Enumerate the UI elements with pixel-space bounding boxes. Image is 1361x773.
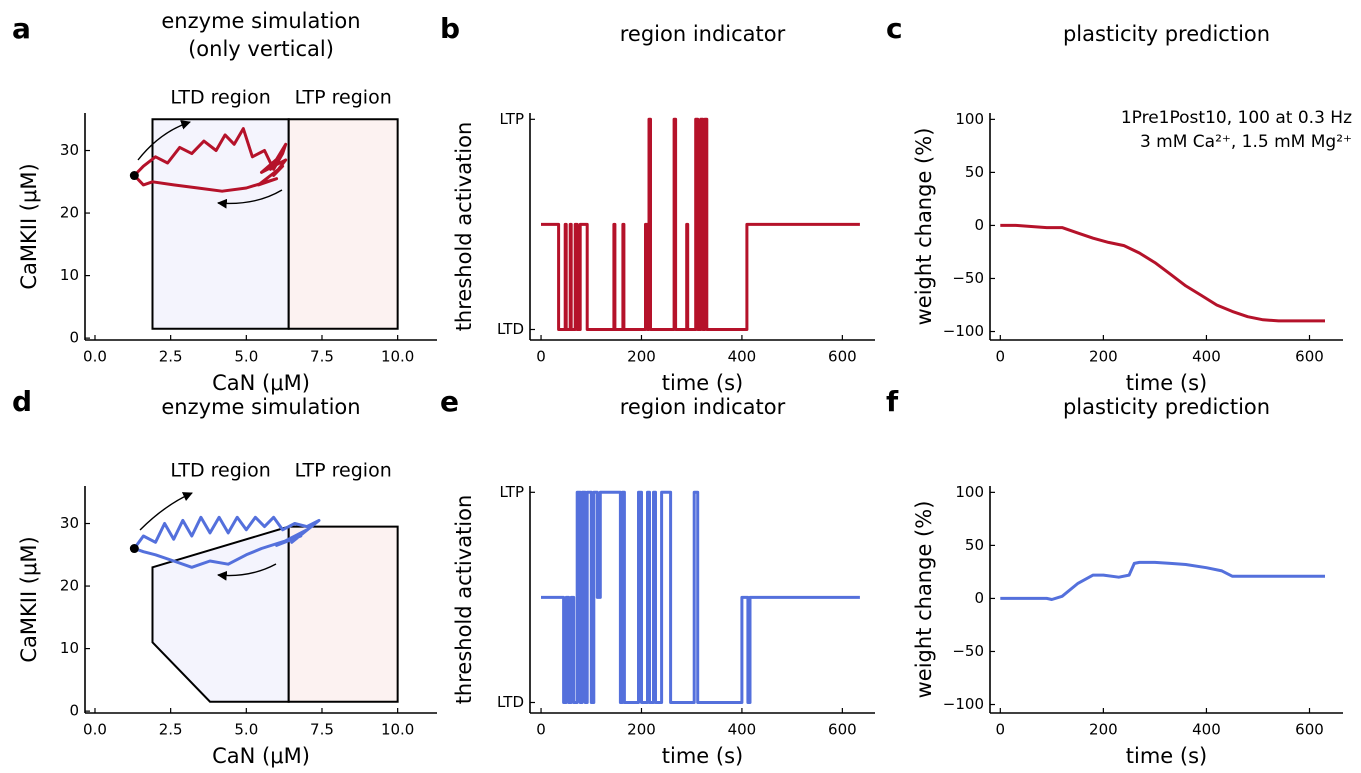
annotation: 1Pre1Post10, 100 at 0.3 Hz <box>1121 108 1352 128</box>
data-line <box>133 515 321 569</box>
x-axis-label: time (s) <box>1126 371 1207 395</box>
x-tick-label: 0.0 <box>83 348 107 366</box>
start-point <box>129 544 139 554</box>
y-tick-label: 50 <box>965 536 984 554</box>
y-tick-label: 20 <box>60 577 79 595</box>
x-tick-label: 0 <box>996 721 1006 739</box>
panel-label: d <box>12 385 32 418</box>
region <box>287 118 399 330</box>
y-tick-label: −100 <box>943 695 984 713</box>
x-tick-label: 7.5 <box>310 348 334 366</box>
y-tick-label: LTD <box>497 320 524 338</box>
region-label: LTP region <box>295 460 392 482</box>
x-tick-label: 200 <box>627 721 656 739</box>
arrow <box>137 120 191 161</box>
data-line <box>133 127 288 193</box>
x-tick-label: 600 <box>828 721 857 739</box>
chart-title: plasticity prediction <box>1063 395 1270 419</box>
x-tick-label: 2.5 <box>159 348 183 366</box>
x-tick-label: 200 <box>627 348 656 366</box>
x-tick-label: 7.5 <box>310 721 334 739</box>
x-tick-label: 400 <box>728 348 757 366</box>
x-tick-label: 0.0 <box>83 721 107 739</box>
x-tick-label: 200 <box>1089 348 1118 366</box>
x-axis-label: time (s) <box>662 744 743 768</box>
data-line <box>1000 560 1325 601</box>
arrow <box>139 492 193 531</box>
x-tick-label: 5.0 <box>234 348 258 366</box>
x-tick-label: 400 <box>728 721 757 739</box>
y-tick-label: 100 <box>955 110 984 128</box>
y-tick-label: LTP <box>500 483 525 501</box>
panel-label: b <box>440 12 460 45</box>
x-tick-label: 600 <box>1295 721 1324 739</box>
y-tick-label: 20 <box>60 204 79 222</box>
x-tick-label: 400 <box>1192 721 1221 739</box>
arrow <box>217 189 283 209</box>
y-axis-label: weight change (%) <box>912 128 936 326</box>
y-tick-label: −100 <box>943 322 984 340</box>
panel-label: a <box>12 12 31 45</box>
region <box>287 525 399 703</box>
region-label: LTP region <box>295 87 392 109</box>
y-tick-label: 0 <box>974 589 984 607</box>
x-tick-label: 5.0 <box>234 721 258 739</box>
y-axis-label: CaMKII (μM) <box>17 536 41 662</box>
x-tick-label: 600 <box>1295 348 1324 366</box>
x-tick-label: 10.0 <box>381 348 414 366</box>
x-tick-label: 0 <box>536 721 546 739</box>
y-tick-label: −50 <box>952 269 984 287</box>
x-tick-label: 200 <box>1089 721 1118 739</box>
y-tick-label: 0 <box>974 216 984 234</box>
panel-label: e <box>440 385 459 418</box>
x-axis-label: time (s) <box>662 371 743 395</box>
x-axis-label: time (s) <box>1126 744 1207 768</box>
y-tick-label: 0 <box>69 702 79 720</box>
y-tick-label: 10 <box>60 639 79 657</box>
y-tick-label: 10 <box>60 266 79 284</box>
x-tick-label: 2.5 <box>159 721 183 739</box>
chart-title: region indicator <box>620 22 786 46</box>
x-axis-label: CaN (μM) <box>212 744 310 768</box>
region <box>151 525 290 703</box>
start-point <box>129 171 139 181</box>
data-line <box>1000 223 1325 323</box>
y-axis-label: threshold activation <box>452 122 476 332</box>
chart-title: enzyme simulation <box>161 9 360 33</box>
y-axis-label: CaMKII (μM) <box>17 163 41 289</box>
x-tick-label: 400 <box>1192 348 1221 366</box>
region-label: LTD region <box>170 460 270 482</box>
panel-label: f <box>886 385 899 418</box>
chart-title: region indicator <box>620 395 786 419</box>
y-tick-label: 30 <box>60 514 79 532</box>
y-axis-label: threshold activation <box>452 495 476 705</box>
region-label: LTD region <box>170 87 270 109</box>
x-axis-label: CaN (μM) <box>212 371 310 395</box>
y-tick-label: 30 <box>60 141 79 159</box>
y-tick-label: LTD <box>497 693 524 711</box>
region <box>151 118 290 330</box>
y-axis-label: weight change (%) <box>912 501 936 699</box>
y-tick-label: 100 <box>955 483 984 501</box>
data-line <box>541 490 860 704</box>
panel-label: c <box>886 12 903 45</box>
annotation: 3 mM Ca²⁺, 1.5 mM Mg²⁺ <box>1140 132 1352 152</box>
x-tick-label: 10.0 <box>381 721 414 739</box>
chart-title: enzyme simulation <box>161 395 360 419</box>
x-tick-label: 0 <box>536 348 546 366</box>
y-tick-label: −50 <box>952 642 984 660</box>
y-tick-label: LTP <box>500 110 525 128</box>
chart-title: (only vertical) <box>188 37 334 61</box>
arrow <box>217 563 277 581</box>
x-tick-label: 600 <box>828 348 857 366</box>
chart-title: plasticity prediction <box>1063 22 1270 46</box>
x-tick-label: 0 <box>996 348 1006 366</box>
y-tick-label: 50 <box>965 163 984 181</box>
data-line <box>541 117 860 331</box>
y-tick-label: 0 <box>69 329 79 347</box>
